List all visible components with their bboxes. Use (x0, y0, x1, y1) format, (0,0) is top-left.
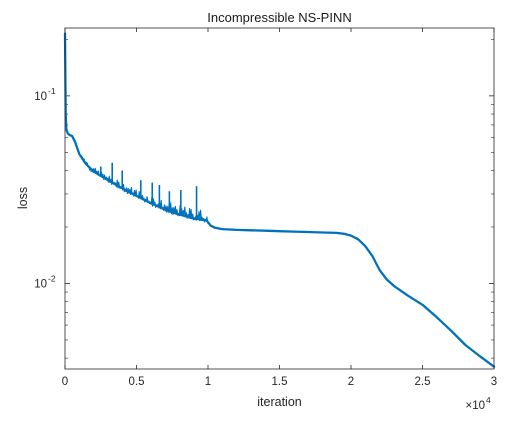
y-axis-label: loss (16, 187, 30, 209)
x-tick-label: 0 (62, 376, 68, 388)
y-tick-label: 10 (34, 91, 47, 103)
x-multiplier-exponent: 4 (486, 395, 491, 405)
y-tick-exponent: -1 (48, 86, 56, 96)
x-tick-label: 3 (491, 376, 497, 388)
plot-area (65, 28, 494, 369)
x-axis-label: iteration (257, 395, 302, 409)
x-tick-label: 2.5 (415, 376, 431, 388)
x-multiplier-label: ×10 (465, 400, 485, 412)
chart-title: Incompressible NS-PINN (207, 10, 352, 25)
loss-series-line (63, 32, 496, 368)
y-tick-label: 10 (34, 278, 47, 290)
tick-marks (64, 28, 495, 369)
series-group (63, 32, 496, 368)
x-tick-label: 1 (205, 376, 211, 388)
plot-box (64, 27, 495, 370)
x-tick-label: 2 (348, 376, 354, 388)
tick-labels: 0 0.5 1 1.5 2 2.5 310-110-2 (34, 86, 497, 388)
y-tick-exponent: -2 (48, 273, 56, 283)
x-tick-label: 1.5 (272, 376, 288, 388)
x-tick-label: 0.5 (129, 376, 145, 388)
